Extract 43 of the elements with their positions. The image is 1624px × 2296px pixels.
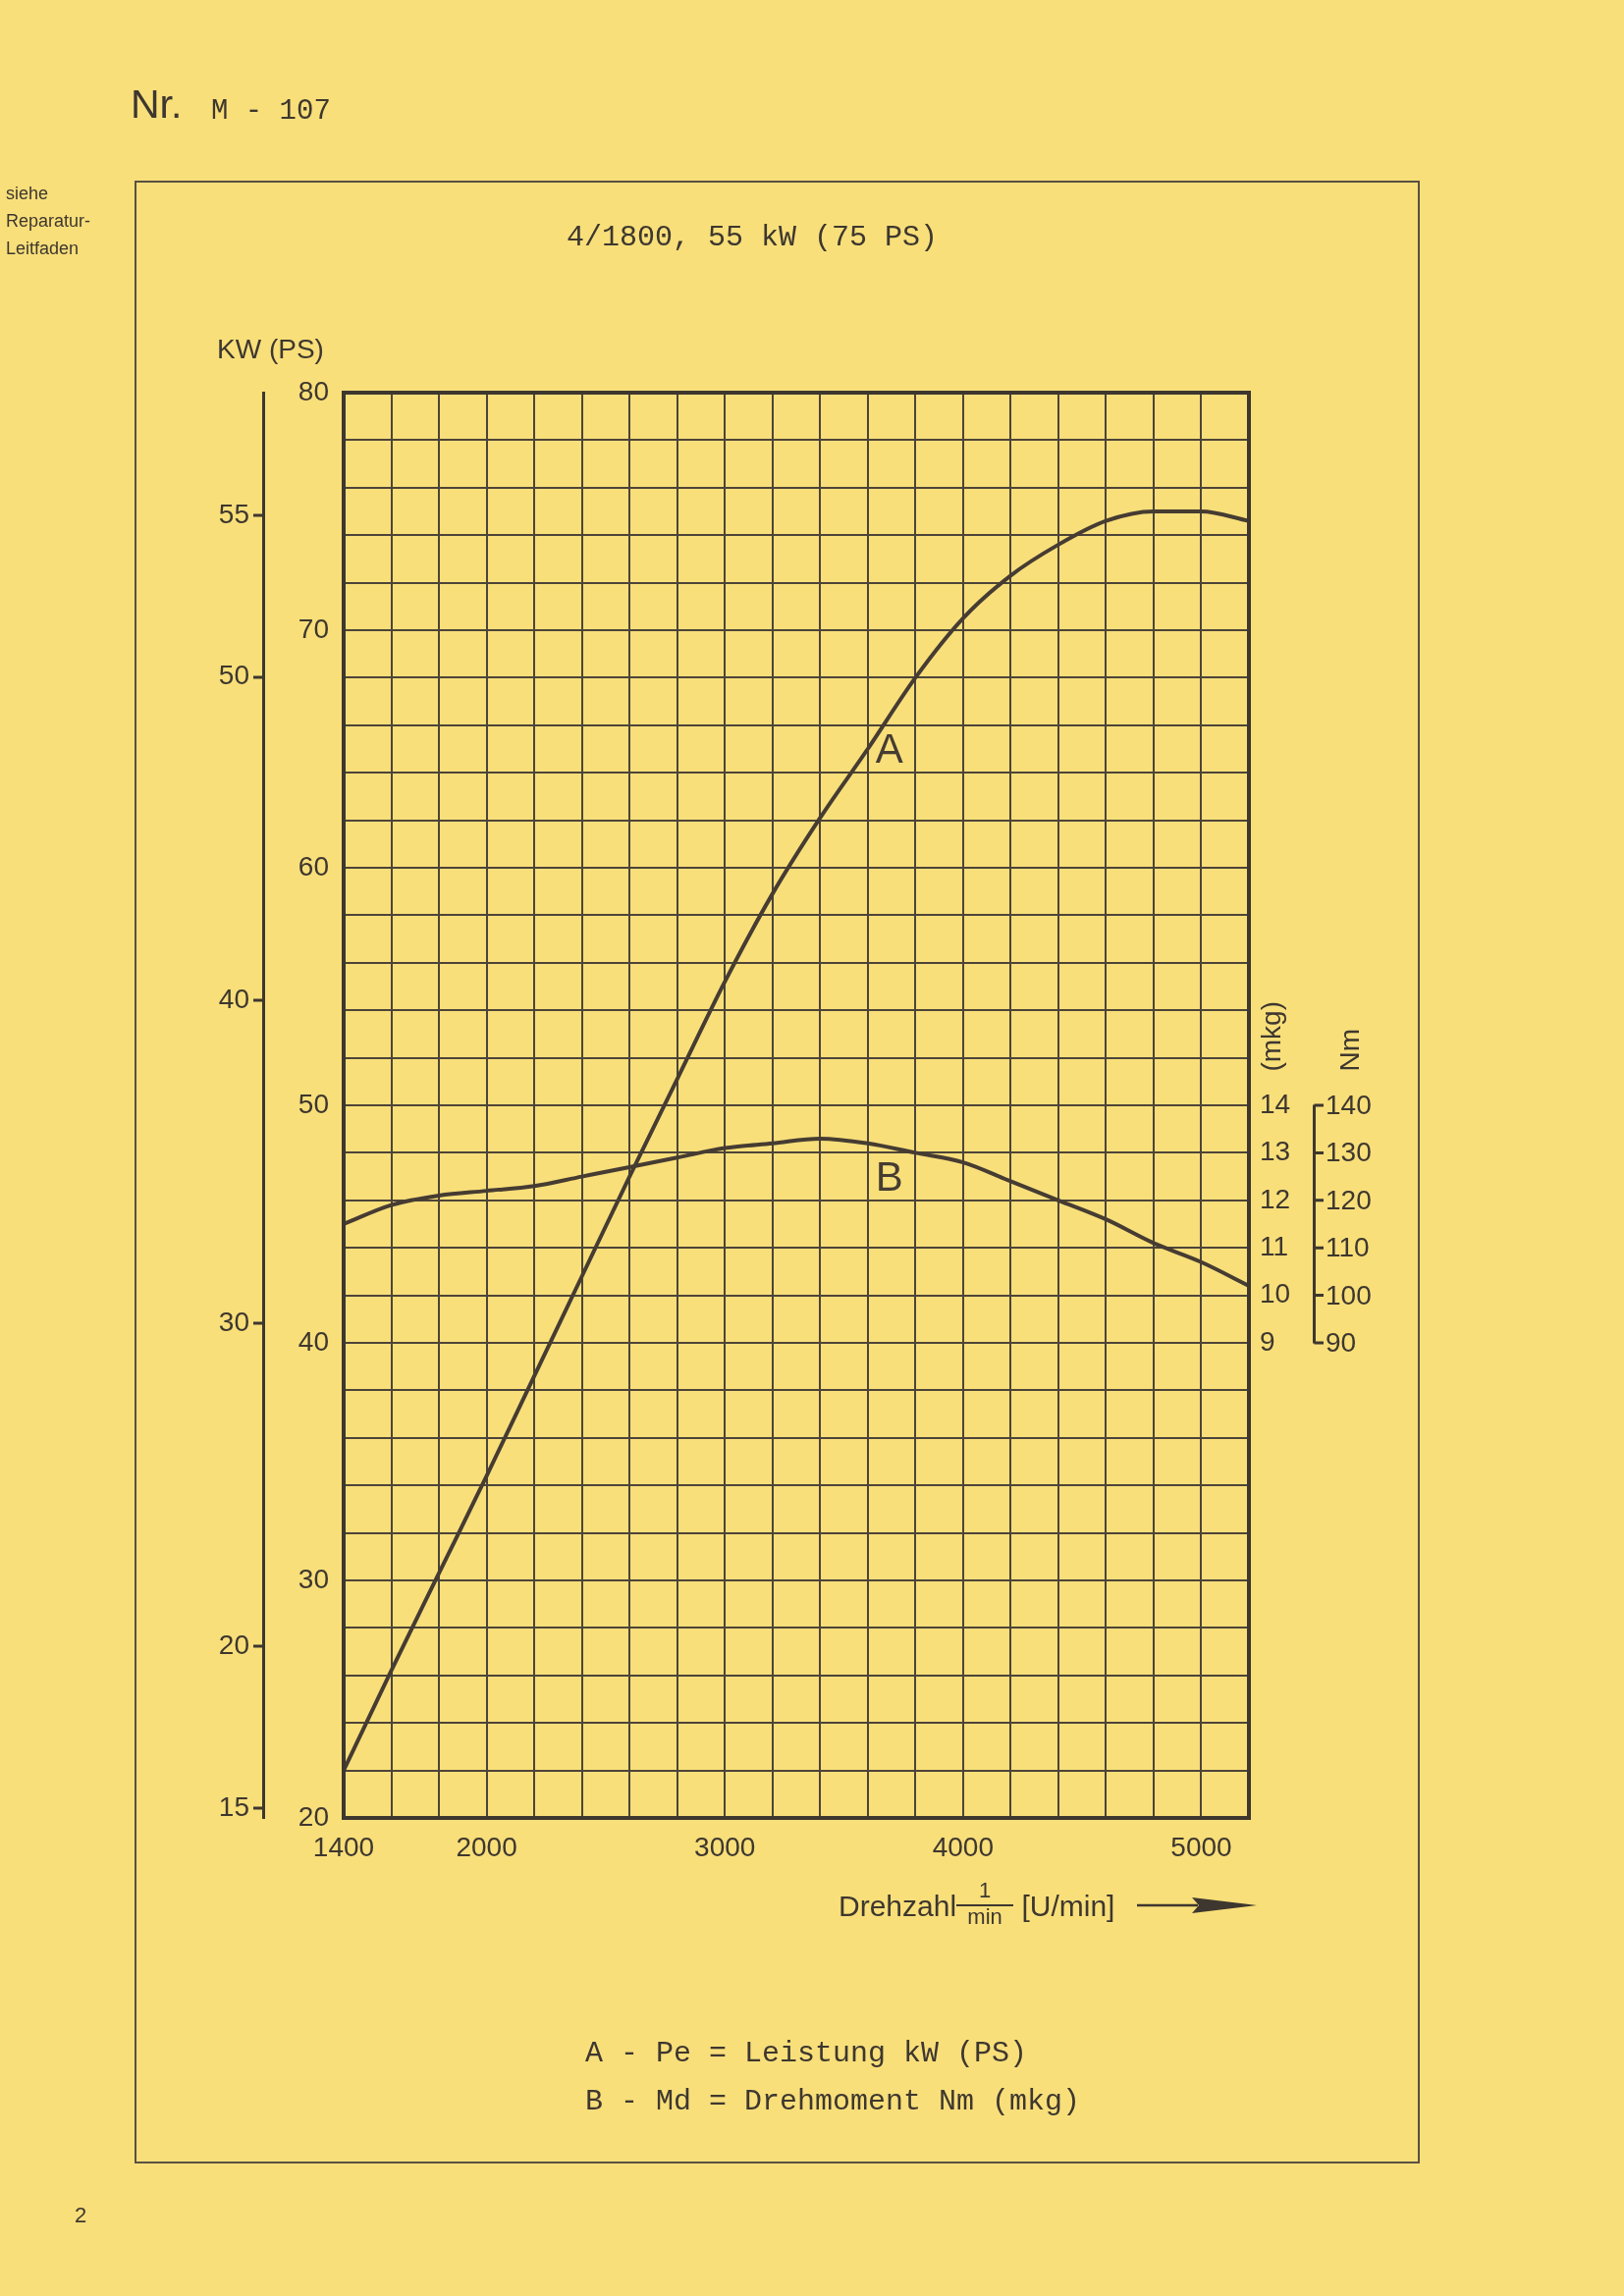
series-label: A xyxy=(875,724,903,772)
y3-tick-label: 55 xyxy=(218,498,249,529)
text: M - 107 xyxy=(211,95,331,128)
y-tick-label: 50 xyxy=(298,1088,329,1119)
text: 130 xyxy=(1326,1137,1372,1168)
y-tick-label: 60 xyxy=(298,850,329,881)
y3-tick-label: 20 xyxy=(218,1629,249,1661)
x-tick-label: 4000 xyxy=(932,1831,994,1862)
x-axis-title: Drehzahl$^{1}$$_{min}$ [U/min] xyxy=(839,1878,1115,1929)
y-tick-label: 80 xyxy=(298,375,329,406)
text: 100 xyxy=(1326,1279,1372,1310)
text: 110 xyxy=(1326,1232,1370,1263)
y2-tick-label: 13 xyxy=(1260,1136,1291,1167)
text: 90 xyxy=(1326,1327,1357,1358)
chart-title: 4/1800, 55 kW (75 PS) xyxy=(567,221,939,254)
text: siehe Reparatur-Leitfaden xyxy=(6,183,92,260)
y2-tick-label: 11 xyxy=(1260,1230,1289,1261)
y3-tick-label: 15 xyxy=(218,1790,249,1822)
x-tick-label: 5000 xyxy=(1170,1831,1232,1862)
y2-tick-label: 9 xyxy=(1260,1325,1275,1357)
text: Nr. xyxy=(131,81,183,127)
text: B - Md = Drehmoment Nm (mkg) xyxy=(585,2085,1081,2118)
y-tick-label: 70 xyxy=(298,613,329,644)
text: Nm xyxy=(1334,1029,1365,1072)
y-tick-label: 20 xyxy=(298,1800,329,1832)
text: A - Pe = Leistung kW (PS) xyxy=(585,2037,1028,2070)
y3-tick-label: 50 xyxy=(218,660,249,691)
text: 140 xyxy=(1326,1090,1372,1120)
y2-tick-label: 14 xyxy=(1260,1088,1291,1119)
y-axis-title: KW (PS) xyxy=(217,334,324,364)
x-tick-label: 1400 xyxy=(312,1831,375,1862)
series-label: B xyxy=(875,1153,903,1201)
y-tick-label: 40 xyxy=(298,1325,329,1357)
x-tick-label: 3000 xyxy=(694,1831,756,1862)
y2-tick-label: 12 xyxy=(1260,1183,1291,1214)
y2-tick-label: 10 xyxy=(1260,1278,1291,1309)
y3-tick-label: 30 xyxy=(218,1306,249,1337)
y2-axis-title: (mkg) xyxy=(1256,1001,1286,1072)
text: 120 xyxy=(1326,1184,1372,1215)
y-tick-label: 30 xyxy=(298,1563,329,1594)
text: 2 xyxy=(75,2203,87,2227)
y3-tick-label: 40 xyxy=(218,983,249,1014)
x-tick-label: 2000 xyxy=(456,1831,517,1862)
